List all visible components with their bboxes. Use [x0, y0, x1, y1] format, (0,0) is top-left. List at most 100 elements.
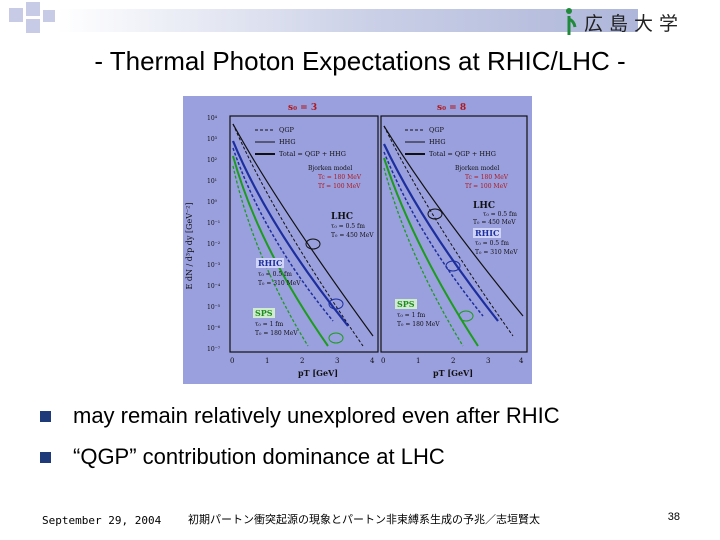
lhc-qgp-curve	[383, 125, 514, 337]
bullet-item: may remain relatively unexplored even af…	[40, 403, 560, 429]
x-tick: 0	[381, 357, 385, 365]
x-tick: 4	[370, 357, 375, 365]
x-tick: 3	[486, 357, 490, 365]
sps-qgp-curve	[383, 167, 464, 347]
sps-t0: T₀ = 180 MeV	[397, 321, 440, 328]
y-tick: 10⁻²	[207, 241, 221, 248]
model-name: Bjorken model	[455, 165, 499, 172]
model-tc: Tc = 180 MeV	[318, 174, 362, 181]
university-logo: 広島大学	[564, 6, 684, 38]
sps-marker	[458, 310, 474, 322]
y-tick: 10⁻³	[207, 262, 221, 269]
x-tick: 2	[451, 357, 455, 365]
model-name: Bjorken model	[308, 165, 352, 172]
square-bullet-icon	[40, 451, 51, 463]
sps-label: SPS	[397, 299, 415, 309]
rhic-qgp-curve	[383, 151, 484, 317]
lhc-marker	[427, 208, 443, 220]
y-tick: 10⁻⁵	[207, 304, 221, 311]
x-tick: 1	[416, 357, 420, 365]
bullet-text: may remain relatively unexplored even af…	[73, 403, 560, 428]
square-bullet-icon	[40, 410, 51, 422]
sps-curve	[383, 157, 479, 347]
title-bar	[58, 9, 638, 32]
rhic-t0: T₀ = 310 MeV	[258, 280, 301, 287]
sps-marker	[328, 332, 344, 344]
rhic-label-box	[473, 228, 501, 238]
lhc-qgp-curve	[232, 123, 364, 347]
y-tick: 10²	[207, 157, 218, 164]
spectra-plot: E dN / d³p dy [GeV⁻²] 10⁴ 10³ 10² 10¹ 10…	[185, 103, 528, 378]
lhc-curve	[383, 125, 524, 317]
model-tf: Tf = 100 MeV	[465, 183, 508, 190]
y-tick: 10³	[207, 136, 218, 143]
y-tick: 10⁻⁴	[207, 283, 221, 290]
page-number: 38	[667, 511, 680, 523]
sps-qgp-curve	[232, 165, 309, 347]
rhic-label: RHIC	[258, 258, 282, 268]
corner-square-4	[43, 10, 55, 22]
right-panel-frame	[380, 115, 528, 353]
bullet-item: “QGP” contribution dominance at LHC	[40, 444, 445, 470]
x-tick: 0	[230, 357, 234, 365]
x-tick: 4	[519, 357, 524, 365]
lhc-tau: τ₀ = 0.5 fm	[483, 211, 517, 218]
y-axis-label: E dN / d³p dy [GeV⁻²]	[185, 202, 194, 289]
x-tick: 3	[335, 357, 339, 365]
right-panel: s₀ = 8 QGP HHG Total = QGP + HHG Bjorken…	[380, 103, 528, 378]
corner-square-3	[26, 19, 40, 33]
x-tick: 1	[265, 357, 269, 365]
rhic-tau: τ₀ = 0.5 fm	[475, 240, 509, 247]
lhc-marker	[305, 238, 321, 250]
right-s0-label: s₀ = 8	[437, 103, 466, 113]
y-tick: 10⁰	[207, 199, 218, 206]
photon-spectra-figure: E dN / d³p dy [GeV⁻²] 10⁴ 10³ 10² 10¹ 10…	[183, 96, 532, 384]
left-s0-label: s₀ = 3	[288, 103, 317, 113]
lhc-label: LHC	[473, 201, 495, 211]
x-tick: 2	[300, 357, 304, 365]
footer-date: September 29, 2004	[42, 514, 162, 527]
slide-title: - Thermal Photon Expectations at RHIC/LH…	[94, 46, 626, 76]
footer-title: 初期パートン衝突起源の現象とパートン非束縛系生成の予兆／志垣賢太	[188, 514, 540, 526]
rhic-tau: τ₀ = 0.5 fm	[258, 271, 292, 278]
lhc-tau: τ₀ = 0.5 fm	[331, 223, 365, 230]
sps-t0: T₀ = 180 MeV	[255, 330, 298, 337]
lhc-curve	[232, 123, 374, 337]
left-panel: s₀ = 3 QGP HHG Total = QGP + HHG Bjorken…	[229, 103, 379, 378]
legend-total: Total = QGP + HHG	[429, 150, 496, 158]
rhic-qgp-curve	[232, 147, 334, 322]
y-tick: 10⁻¹	[207, 220, 220, 227]
sps-tau: τ₀ = 1 fm	[397, 312, 426, 319]
lhc-label: LHC	[331, 212, 353, 222]
logo-mark-icon	[566, 8, 577, 35]
model-tf: Tf = 100 MeV	[318, 183, 361, 190]
sps-label-box	[395, 299, 417, 309]
right-x-axis-label: pT [GeV]	[433, 368, 473, 378]
y-tick: 10⁻⁶	[207, 325, 221, 332]
rhic-label-box	[256, 258, 284, 268]
lhc-t0: T₀ = 450 MeV	[473, 219, 516, 226]
logo-text: 広島大学	[584, 12, 685, 35]
y-tick: 10¹	[207, 178, 217, 185]
sps-curve	[232, 155, 329, 347]
corner-square-2	[26, 2, 40, 16]
y-tick: 10⁴	[207, 115, 218, 122]
sps-label-box	[253, 308, 275, 318]
legend-qgp: QGP	[429, 126, 445, 134]
sps-label: SPS	[255, 308, 273, 318]
sps-tau: τ₀ = 1 fm	[255, 321, 284, 328]
rhic-marker	[445, 260, 461, 272]
y-tick: 10⁻⁷	[207, 346, 221, 353]
lhc-t0: T₀ = 450 MeV	[331, 232, 374, 239]
rhic-t0: T₀ = 310 MeV	[475, 249, 518, 256]
left-panel-frame	[229, 115, 379, 353]
rhic-marker	[328, 298, 344, 310]
legend-total: Total = QGP + HHG	[279, 150, 346, 158]
legend-qgp: QGP	[279, 126, 295, 134]
legend-hhg: HHG	[279, 138, 296, 146]
left-x-axis-label: pT [GeV]	[298, 368, 338, 378]
rhic-curve	[383, 143, 499, 322]
corner-square-1	[9, 8, 23, 22]
model-tc: Tc = 180 MeV	[465, 174, 509, 181]
y-tick-labels: 10⁴ 10³ 10² 10¹ 10⁰ 10⁻¹ 10⁻² 10⁻³ 10⁻⁴ …	[207, 115, 221, 353]
